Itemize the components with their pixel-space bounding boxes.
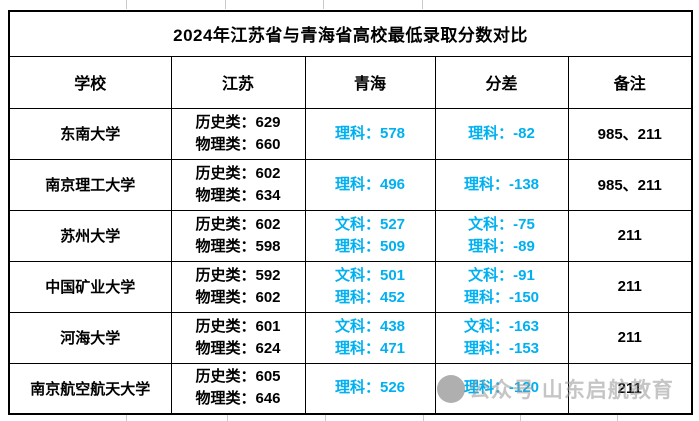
qinghai-cell: 文科：438 理科：471 <box>304 311 436 364</box>
gridline-remnant <box>423 413 424 421</box>
table-row: 中国矿业大学 历史类：592 物理类：602 文科：501 理科：452 文科：… <box>8 260 693 313</box>
school-cell: 南京理工大学 <box>8 158 172 211</box>
score-line: 历史类：602 <box>195 164 281 182</box>
score-line: 历史类：592 <box>195 266 281 284</box>
school-cell: 苏州大学 <box>8 209 172 262</box>
qinghai-cell: 理科：496 <box>304 158 436 211</box>
school-cell: 中国矿业大学 <box>8 260 172 313</box>
jiangsu-cell: 历史类：592 物理类：602 <box>170 260 306 313</box>
score-line: 文科：438 <box>334 317 406 335</box>
note-cell: 211 <box>567 209 693 262</box>
score-line: 理科：-150 <box>463 288 540 306</box>
jiangsu-cell: 历史类：602 物理类：634 <box>170 158 306 211</box>
score-line: 物理类：646 <box>195 390 281 408</box>
score-line: 物理类：602 <box>195 288 281 306</box>
score-line: 历史类：602 <box>195 215 281 233</box>
score-line: 物理类：598 <box>195 237 281 255</box>
gridline-remnant <box>225 0 226 9</box>
diff-cell: 文科：-91 理科：-150 <box>434 260 569 313</box>
table-row: 南京航空航天大学 历史类：605 物理类：646 理科：526 理科：-120 … <box>8 362 693 415</box>
table-row: 东南大学 历史类：629 物理类：660 理科：578 理科：-82 985、2… <box>8 107 693 160</box>
note-cell: 211 <box>567 362 693 415</box>
gridline-remnant <box>520 413 521 421</box>
diff-cell: 理科：-120 <box>434 362 569 415</box>
score-comparison-table: 2024年江苏省与青海省高校最低录取分数对比 学校 江苏 青海 分差 备注 东南… <box>8 10 694 415</box>
score-line: 理科：-120 <box>463 379 540 397</box>
table-row: 南京理工大学 历史类：602 物理类：634 理科：496 理科：-138 98… <box>8 158 693 211</box>
score-line: 物理类：624 <box>195 339 281 357</box>
score-line: 理科：-82 <box>468 124 535 142</box>
table-row: 河海大学 历史类：601 物理类：624 文科：438 理科：471 文科：-1… <box>8 311 693 364</box>
column-header-qinghai: 青海 <box>304 55 436 109</box>
note-cell: 985、211 <box>567 107 693 160</box>
school-cell: 东南大学 <box>8 107 172 160</box>
school-cell: 南京航空航天大学 <box>8 362 172 415</box>
gridline-remnant <box>422 0 423 9</box>
diff-cell: 文科：-163 理科：-153 <box>434 311 569 364</box>
score-line: 理科：-153 <box>463 339 540 357</box>
score-line: 物理类：634 <box>195 186 281 204</box>
score-line: 理科：509 <box>334 237 406 255</box>
column-header-school: 学校 <box>8 55 172 109</box>
score-line: 文科：-75 <box>468 215 535 233</box>
score-line: 文科：-163 <box>463 317 540 335</box>
qinghai-cell: 文科：501 理科：452 <box>304 260 436 313</box>
qinghai-cell: 文科：527 理科：509 <box>304 209 436 262</box>
jiangsu-cell: 历史类：602 物理类：598 <box>170 209 306 262</box>
score-line: 历史类：605 <box>195 368 281 386</box>
note-cell: 211 <box>567 311 693 364</box>
score-line: 理科：471 <box>334 339 406 357</box>
score-line: 文科：501 <box>334 266 406 284</box>
score-line: 理科：496 <box>334 175 406 193</box>
table-row: 苏州大学 历史类：602 物理类：598 文科：527 理科：509 文科：-7… <box>8 209 693 262</box>
score-line: 历史类：601 <box>195 317 281 335</box>
score-line: 历史类：629 <box>195 113 281 131</box>
column-header-diff: 分差 <box>434 55 569 109</box>
note-cell: 211 <box>567 260 693 313</box>
diff-cell: 理科：-82 <box>434 107 569 160</box>
qinghai-cell: 理科：526 <box>304 362 436 415</box>
jiangsu-cell: 历史类：605 物理类：646 <box>170 362 306 415</box>
table-title: 2024年江苏省与青海省高校最低录取分数对比 <box>8 10 693 57</box>
gridline-remnant <box>126 0 127 9</box>
school-cell: 河海大学 <box>8 311 172 364</box>
gridline-remnant <box>325 413 326 421</box>
gridline-remnant <box>227 413 228 421</box>
score-line: 理科：452 <box>334 288 406 306</box>
score-line: 文科：-91 <box>468 266 535 284</box>
column-header-jiangsu: 江苏 <box>170 55 306 109</box>
jiangsu-cell: 历史类：629 物理类：660 <box>170 107 306 160</box>
jiangsu-cell: 历史类：601 物理类：624 <box>170 311 306 364</box>
score-line: 理科：526 <box>334 379 406 397</box>
score-line: 物理类：660 <box>195 135 281 153</box>
score-line: 文科：527 <box>334 215 406 233</box>
note-cell: 985、211 <box>567 158 693 211</box>
score-line: 理科：-89 <box>468 237 535 255</box>
gridline-remnant <box>126 413 127 421</box>
score-line: 理科：-138 <box>463 175 540 193</box>
gridline-remnant <box>617 413 618 421</box>
column-header-note: 备注 <box>567 55 693 109</box>
score-line: 理科：578 <box>334 124 406 142</box>
qinghai-cell: 理科：578 <box>304 107 436 160</box>
diff-cell: 文科：-75 理科：-89 <box>434 209 569 262</box>
diff-cell: 理科：-138 <box>434 158 569 211</box>
gridline-remnant <box>323 0 324 9</box>
